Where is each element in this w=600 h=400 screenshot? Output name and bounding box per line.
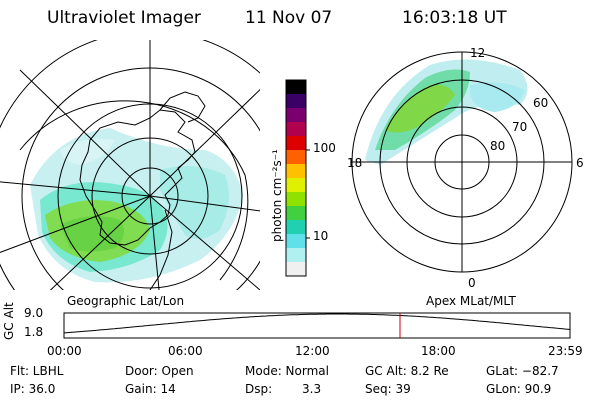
right-aurora-image [365,59,528,165]
colorbar-swatch [286,150,306,165]
colorbar-tick-10: 10 [313,229,329,243]
colorbar-swatch [286,80,306,95]
altitude-plot [63,312,571,339]
status-glon: GLon: 90.9 [486,382,552,396]
colorbar-tick-100: 100 [313,141,336,155]
instrument-title: Ultraviolet Imager [47,8,201,28]
time-tick-4: 23:59 [548,344,583,358]
status-mode: Mode: Normal [245,364,329,378]
colorbar-swatch [286,94,306,109]
date-label: 11 Nov 07 [245,8,333,28]
colorbar-swatch [286,178,306,193]
status-seq: Seq: 39 [365,382,411,396]
mlt-label-0: 0 [468,276,476,290]
colorbar-border [285,79,307,277]
colorbar-swatch [286,262,306,277]
right-map-caption: Apex MLat/MLT [426,294,516,308]
mlat-label-60: 60 [533,96,549,110]
colorbar-label: photon cm⁻²s⁻¹ [270,149,284,242]
magnetic-map [351,51,573,273]
status-dsp-value: 3.3 [302,382,322,396]
colorbar-swatch [286,192,306,207]
colorbar-swatch [286,206,306,221]
colorbar-swatch [286,108,306,123]
geographic-map [0,40,260,290]
time-label: 16:03:18 UT [402,8,507,28]
altitude-axis-label: GC Alt [2,302,16,340]
colorbar-swatch [286,164,306,179]
time-tick-3: 18:00 [421,344,456,358]
status-glat: GLat: −82.7 [486,364,559,378]
status-gain: Gain: 14 [125,382,176,396]
altitude-tick-low: 1.8 [24,325,44,339]
left-aurora-image [30,128,243,283]
colorbar-swatch [286,136,306,151]
status-ip: IP: 36.0 [10,382,56,396]
time-tick-1: 06:00 [168,344,203,358]
status-door: Door: Open [125,364,194,378]
mlt-label-12: 12 [470,46,486,60]
mlt-label-6: 6 [576,156,584,170]
colorbar-swatch [286,220,306,235]
colorbar [285,79,310,277]
colorbar-swatch [286,234,306,249]
colorbar-swatch [286,248,306,263]
mlat-label-70: 70 [512,120,528,134]
altitude-tick-high: 9.0 [24,306,44,320]
mlat-label-80: 80 [490,139,506,153]
time-tick-0: 00:00 [47,344,82,358]
status-dsp-label: Dsp: [245,382,273,396]
time-tick-2: 12:00 [295,344,330,358]
status-filter: Flt: LBHL [10,364,64,378]
colorbar-swatch [286,122,306,137]
mlt-label-18: 18 [347,156,363,170]
status-gc-alt: GC Alt: 8.2 Re [365,364,449,378]
left-map-caption: Geographic Lat/Lon [67,294,185,308]
